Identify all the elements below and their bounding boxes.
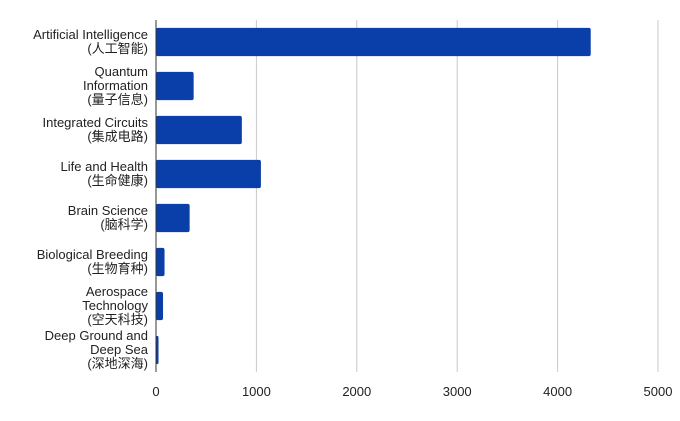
category-labels: Artificial Intelligence (人工智能) Quantum Info… [33,27,149,371]
bar [156,159,261,189]
category-label-line: Biological Breeding [37,247,148,262]
x-tick-label: 4000 [543,384,572,399]
category-label-line: (脑科学) [100,217,148,232]
bar [156,291,164,321]
bar [156,27,591,57]
bars [156,27,591,365]
bar [156,247,165,277]
category-label: Quantum Information (量子信息) [83,64,148,107]
bar [156,115,242,145]
category-label: Brain Science (脑科学) [68,203,148,232]
bar [156,71,194,101]
x-tick-label: 0 [152,384,159,399]
x-tick-label: 3000 [443,384,472,399]
category-label-line: (生命健康) [87,173,148,188]
category-label-line: (生物育种) [87,261,148,276]
category-label-line: Deep Ground and [45,328,148,343]
category-label-line: Life and Health [61,159,148,174]
category-label: Deep Ground and Deep Sea (深地深海) [45,328,149,371]
category-label-line: (空天科技) [87,312,148,327]
category-label-line: (人工智能) [87,41,148,56]
bar [156,335,159,365]
category-label-line: Quantum [95,64,148,79]
category-label-line: Deep Sea [90,342,149,357]
category-label-line: (集成电路) [87,129,148,144]
x-tick-labels: 0 1000 2000 3000 4000 5000 [152,384,672,399]
x-tick-label: 5000 [644,384,673,399]
category-label-line: Integrated Circuits [43,115,149,130]
bar [156,203,190,233]
category-label: Integrated Circuits (集成电路) [43,115,149,144]
grid-lines [255,20,659,372]
x-tick-label: 2000 [342,384,371,399]
category-label-line: (量子信息) [87,92,148,107]
category-label-line: Brain Science [68,203,148,218]
category-label: Aerospace Technology (空天科技) [82,284,148,327]
category-label-line: Aerospace [86,284,148,299]
category-label-line: Information [83,78,148,93]
category-label: Biological Breeding (生物育种) [37,247,148,276]
category-label-line: Technology [82,298,148,313]
category-label-line: (深地深海) [87,356,148,371]
x-tick-label: 1000 [242,384,271,399]
category-label-line: Artificial Intelligence [33,27,148,42]
category-label: Artificial Intelligence (人工智能) [33,27,148,56]
category-label: Life and Health (生命健康) [61,159,148,188]
